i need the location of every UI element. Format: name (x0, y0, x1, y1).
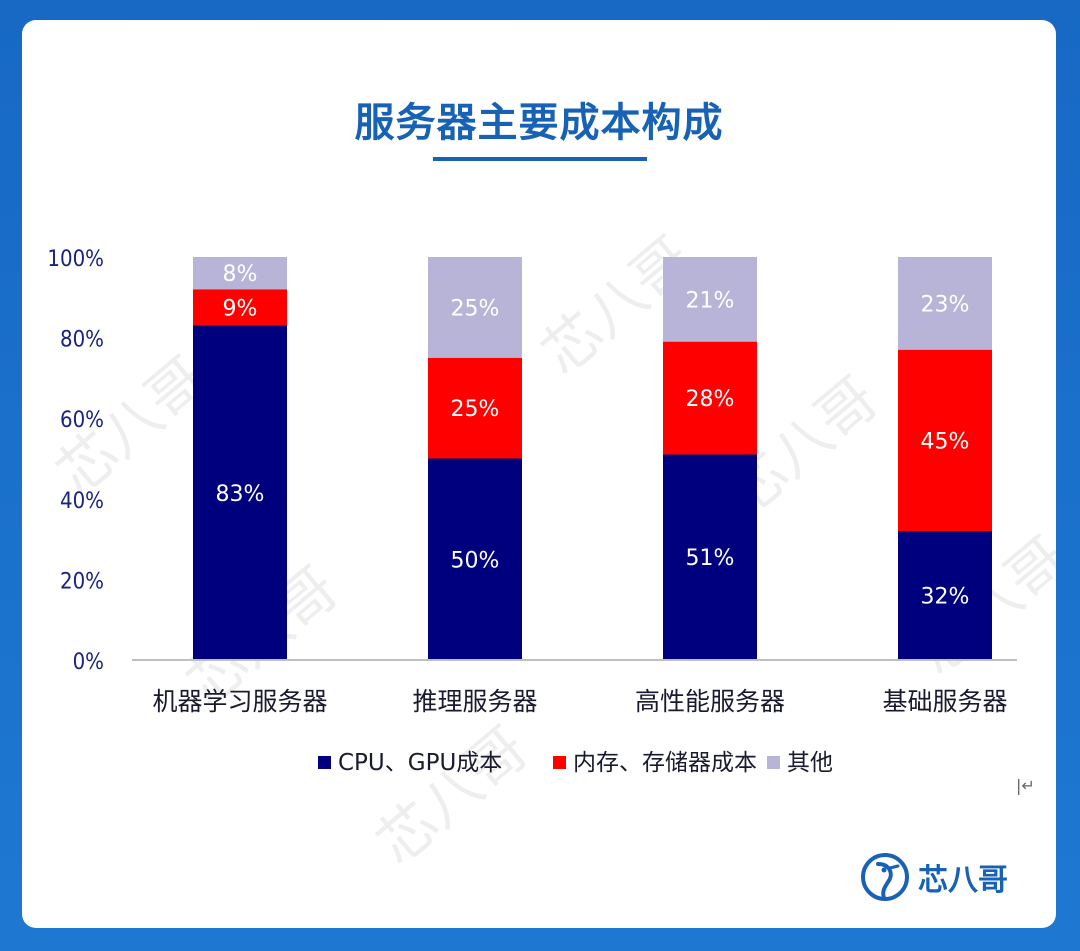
legend-swatch (318, 756, 331, 769)
bar-segment (663, 341, 757, 455)
chart-card: 服务器主要成本构成 芯八哥 芯八哥 芯八哥 芯八哥 芯八哥 芯八哥 0%20%4… (22, 20, 1056, 928)
data-label: 9% (223, 296, 258, 321)
brand-logo-icon (861, 853, 909, 901)
brand-name: 芯八哥 (918, 863, 1008, 898)
bar-segment (428, 357, 522, 459)
title-underline (433, 157, 647, 161)
data-label: 45% (921, 429, 970, 454)
stacked-bar-chart: 0% 20% 40% 60% 80% 100% 83% 9% 8% 机器学习服务器 50% 25% 25… (47, 247, 1017, 776)
bar-segment (898, 531, 992, 660)
legend-swatch (767, 756, 780, 769)
bar-segment (663, 454, 757, 660)
data-label: 23% (921, 292, 970, 317)
legend-label: CPU、GPU成本 (338, 750, 502, 776)
data-label: 83% (216, 482, 265, 507)
y-tick-label: 60% (60, 408, 104, 433)
legend-label: 内存、存储器成本 (573, 750, 757, 776)
bar-segment (193, 289, 287, 326)
y-tick-label: 20% (60, 569, 104, 594)
data-label: 51% (686, 546, 735, 571)
bar-segment (428, 257, 522, 358)
bar-segment (428, 458, 522, 660)
x-category-label: 机器学习服务器 (152, 687, 327, 716)
data-label: 21% (686, 288, 735, 313)
text-cursor-icon: |↵ (1016, 776, 1035, 795)
legend-swatch (553, 756, 566, 769)
data-label: 8% (223, 262, 258, 287)
y-tick-label: 0% (73, 650, 104, 675)
data-label: 50% (451, 548, 500, 573)
brand: 芯八哥 (860, 852, 1008, 902)
bar-segment (663, 257, 757, 342)
x-category-label: 基础服务器 (882, 687, 1007, 716)
bar-segment (193, 325, 287, 660)
legend-label: 其他 (787, 750, 833, 776)
data-label: 25% (451, 296, 500, 321)
bar-segment (193, 257, 287, 290)
y-tick-label: 40% (60, 489, 104, 514)
data-label: 25% (451, 397, 500, 422)
y-tick-label: 100% (47, 247, 104, 272)
x-category-label: 高性能服务器 (635, 687, 785, 716)
bar-segment (898, 349, 992, 532)
x-category-label: 推理服务器 (412, 687, 537, 716)
data-label: 28% (686, 387, 735, 412)
y-tick-label: 80% (60, 328, 104, 353)
page-title: 服务器主要成本构成 (354, 100, 724, 146)
data-label: 32% (921, 585, 970, 610)
bar-segment (898, 257, 992, 350)
